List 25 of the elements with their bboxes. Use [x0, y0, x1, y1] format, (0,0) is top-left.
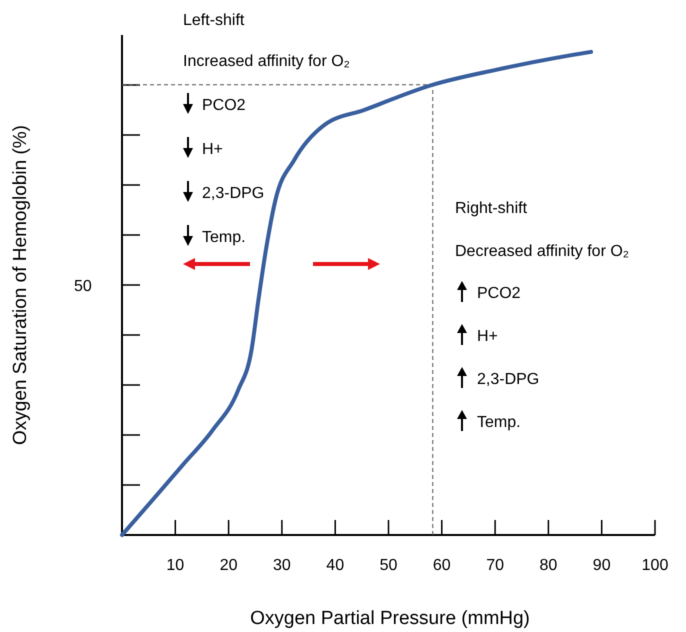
x-tick-label: 100	[642, 557, 668, 574]
annotation: Right-shift	[455, 200, 528, 217]
annotation: Temp.	[202, 229, 246, 246]
x-tick-label: 10	[166, 557, 184, 574]
annotation: H+	[202, 141, 223, 158]
x-tick-label: 90	[592, 557, 611, 574]
y-axis-title: Oxygen Saturation of Hemoglobin (%)	[10, 125, 31, 445]
text: Left-shift	[183, 12, 245, 29]
x-tick-label: 40	[326, 557, 344, 574]
x-tick-label: 20	[220, 557, 238, 574]
x-tick-label: 60	[432, 557, 451, 574]
x-axis-title: Oxygen Partial Pressure (mmHg)	[250, 608, 530, 629]
annotation: 2,3-DPG	[202, 185, 264, 202]
x-tick-label: 70	[486, 557, 504, 574]
annotation: 2,3-DPG	[477, 371, 540, 388]
annotation: H+	[477, 328, 498, 345]
x-tick-label: 30	[273, 557, 291, 574]
text: 50	[74, 278, 92, 295]
annotation: PCO2	[202, 97, 246, 114]
annotation: Decreased affinity for O₂	[455, 243, 629, 260]
x-tick-label: 50	[380, 557, 398, 574]
annotation: Increased affinity for O₂	[183, 53, 350, 70]
x-tick-label: 80	[540, 557, 558, 574]
annotation: Temp.	[477, 414, 521, 431]
annotation: PCO2	[477, 285, 521, 302]
